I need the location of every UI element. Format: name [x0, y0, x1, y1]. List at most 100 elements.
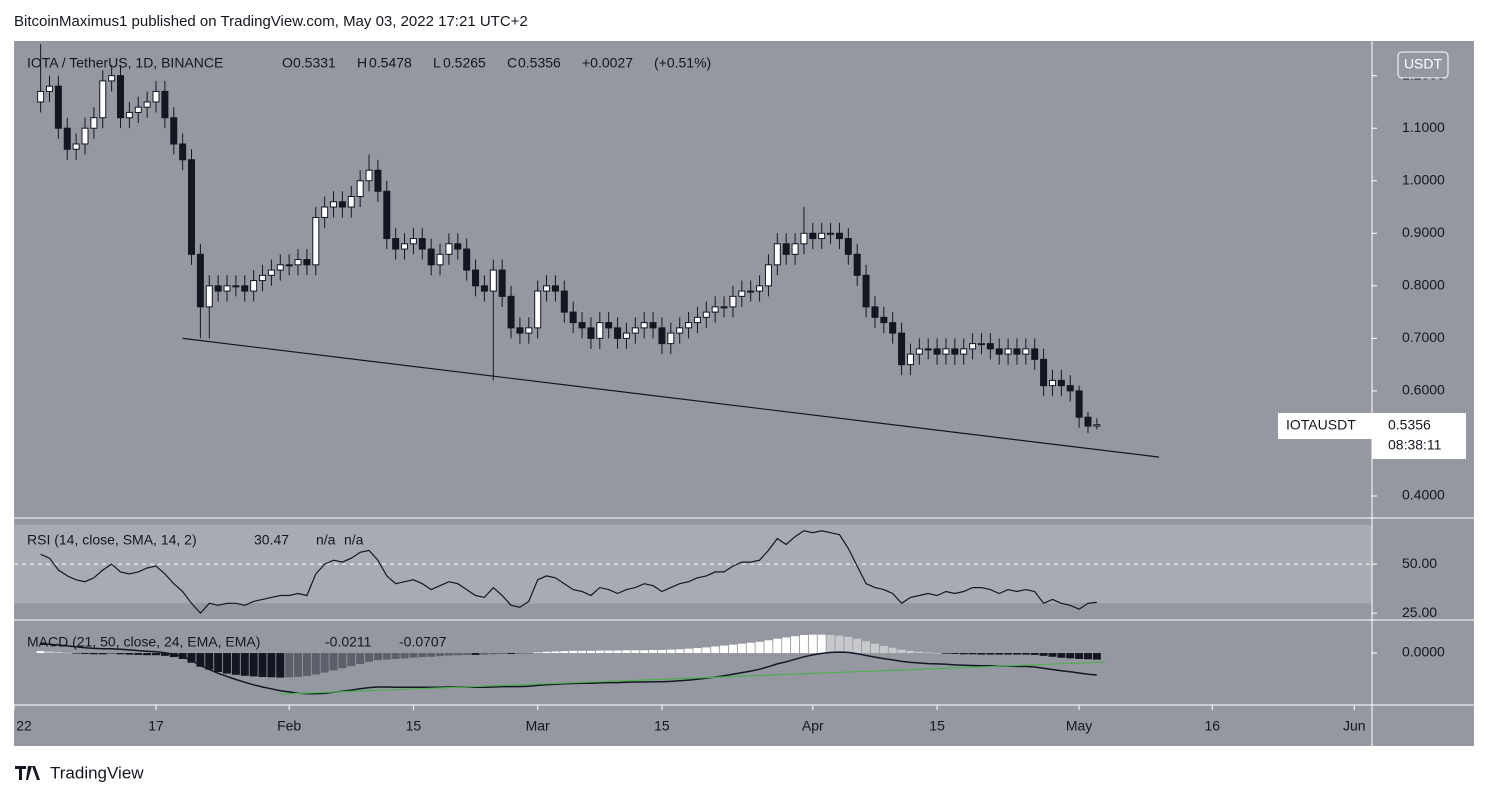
macd-histogram-bar: [1030, 653, 1039, 655]
y-tick-label: 0.7000: [1402, 329, 1445, 345]
candle-body: [889, 322, 897, 334]
candle-body: [809, 232, 817, 240]
candle-body: [374, 169, 382, 192]
macd-histogram-bar: [995, 653, 1004, 655]
candle-body: [862, 274, 870, 308]
macd-histogram-bar: [578, 650, 587, 654]
macd-histogram-bar: [1066, 653, 1075, 659]
candle-body: [711, 306, 719, 313]
macd-histogram-bar: [746, 642, 755, 654]
macd-histogram-bar: [329, 653, 338, 671]
candle-body: [454, 243, 462, 250]
macd-histogram-bar: [444, 653, 453, 656]
macd-histogram-bar: [489, 653, 498, 655]
macd-histogram-bar: [622, 650, 631, 654]
x-tick-label: 15: [406, 718, 422, 734]
macd-histogram-bar: [737, 643, 746, 654]
currency-badge[interactable]: [1397, 51, 1449, 79]
candle-body: [560, 290, 568, 313]
macd-histogram-bar: [542, 651, 551, 654]
macd-histogram-bar: [844, 636, 853, 654]
macd-histogram-bar: [507, 653, 516, 654]
macd-histogram-bar: [63, 652, 72, 654]
macd-histogram-bar: [684, 648, 693, 654]
candle-body: [640, 322, 648, 329]
ohlc-value: 0.5478: [369, 55, 412, 71]
candle-body: [188, 159, 196, 255]
macd-histogram-bar: [1075, 653, 1084, 659]
macd-histogram-bar: [533, 652, 542, 654]
macd-histogram-bar: [382, 653, 391, 660]
x-tick-label: 17: [148, 718, 164, 734]
price-tag: [1372, 413, 1466, 459]
candle-body: [1040, 358, 1048, 387]
macd-histogram-bar: [524, 653, 533, 654]
candle-body: [117, 75, 125, 119]
macd-histogram-bar: [782, 637, 791, 654]
macd-histogram-bar: [1021, 653, 1030, 655]
candle-body: [259, 274, 267, 282]
macd-histogram-bar: [595, 650, 604, 654]
ohlc-value: 0.5331: [293, 55, 336, 71]
macd-histogram-bar: [81, 653, 90, 654]
macd-line-value: -0.0707: [399, 634, 447, 650]
macd-histogram-bar: [187, 653, 196, 663]
macd-histogram-bar: [427, 653, 436, 657]
macd-histogram-bar: [879, 645, 888, 654]
candle-body: [143, 101, 151, 108]
macd-histogram-bar: [356, 653, 365, 664]
candle-body: [827, 232, 835, 235]
macd-histogram-bar: [418, 653, 427, 658]
candle-body: [693, 316, 701, 324]
rsi-title: RSI (14, close, SMA, 14, 2): [27, 532, 197, 548]
macd-histogram-bar: [45, 651, 54, 654]
macd-histogram-bar: [977, 653, 986, 655]
macd-histogram-bar: [285, 653, 294, 678]
y-tick-label: 25.00: [1402, 604, 1437, 620]
ohlc-value: 0.5356: [518, 55, 561, 71]
macd-histogram-bar: [391, 653, 400, 659]
candle-body: [631, 327, 639, 334]
ohlc-value: 0.5265: [443, 55, 486, 71]
candle-body: [569, 311, 577, 324]
x-tick-label: Feb: [277, 718, 301, 734]
macd-histogram-bar: [89, 653, 98, 655]
candle-body: [614, 327, 622, 339]
macd-histogram-bar: [320, 653, 329, 673]
x-tick-label: 15: [929, 718, 945, 734]
macd-histogram-bar: [959, 653, 968, 655]
macd-histogram-bar: [666, 649, 675, 654]
candle-body: [81, 127, 89, 145]
macd-histogram-bar: [1083, 653, 1092, 660]
candle-body: [871, 306, 879, 318]
candle-body: [480, 285, 488, 292]
candle-body: [179, 143, 187, 161]
candle-body: [942, 348, 950, 355]
macd-histogram-bar: [267, 653, 276, 678]
candle-body: [72, 143, 80, 150]
macd-histogram-bar: [143, 653, 152, 656]
candle-body: [418, 238, 426, 250]
macd-histogram-bar: [276, 653, 285, 678]
macd-histogram-bar: [950, 653, 959, 654]
candle-body: [977, 343, 985, 346]
candle-body: [1084, 416, 1092, 427]
candle-body: [915, 348, 923, 355]
candle-body: [321, 206, 329, 219]
currency[interactable]: USDT: [1404, 56, 1443, 72]
candle-body: [401, 243, 409, 250]
candle-body: [223, 285, 231, 292]
macd-histogram-bar: [897, 649, 906, 654]
candle-body: [1093, 424, 1101, 427]
macd-histogram-bar: [862, 641, 871, 654]
macd-histogram-bar: [347, 653, 356, 667]
macd-histogram-bar: [586, 650, 595, 654]
macd-histogram-bar: [311, 653, 320, 675]
y-tick-label: 0.0000: [1402, 644, 1445, 660]
candle-body: [303, 259, 311, 266]
candle-body: [250, 280, 258, 292]
macd-histogram-bar: [436, 653, 445, 657]
macd-histogram-bar: [693, 648, 702, 654]
macd-histogram-bar: [400, 653, 409, 659]
